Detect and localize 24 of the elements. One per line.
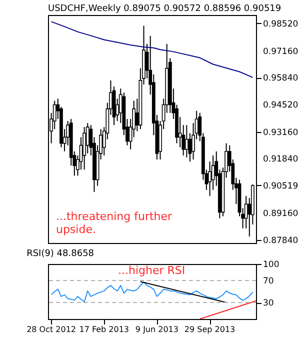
y-tick-label: 0.97160 bbox=[263, 46, 298, 57]
x-tick-label: 17 Feb 2013 bbox=[79, 325, 130, 334]
line-series bbox=[50, 21, 254, 78]
chart-title: USDCHF,Weekly 0.89075 0.90572 0.88596 0.90519 bbox=[48, 4, 282, 14]
y-tick-label: 0.91840 bbox=[263, 154, 298, 165]
y-tick-label: 0.93160 bbox=[263, 128, 298, 138]
y-tick-label: 70 bbox=[263, 276, 274, 286]
y-tick-label: 0.87840 bbox=[263, 236, 298, 246]
y-tick-label: 0.95840 bbox=[263, 74, 298, 84]
line-series bbox=[50, 282, 254, 302]
y-tick-label: 0.90519 bbox=[263, 181, 298, 192]
candlestick bbox=[184, 124, 188, 158]
y-tick-label: 0.94520 bbox=[263, 100, 298, 110]
x-tick-label: 9 Jun 2013 bbox=[135, 325, 178, 334]
y-tick-label: 100 bbox=[263, 260, 280, 270]
x-tick-label: 29 Sep 2013 bbox=[184, 325, 236, 334]
candlestick bbox=[82, 126, 86, 170]
y-tick-label: 30 bbox=[263, 298, 274, 308]
annotation: ...higher RSI bbox=[118, 264, 186, 277]
chart-title: RSI(9) 48.8658 bbox=[26, 249, 94, 259]
x-tick-label: 28 Oct 2012 bbox=[26, 325, 76, 334]
y-tick-label: 0.89160 bbox=[263, 209, 298, 220]
annotation: ...threatening further upside. bbox=[56, 210, 173, 236]
y-tick-label: 0.98520 bbox=[263, 19, 298, 30]
